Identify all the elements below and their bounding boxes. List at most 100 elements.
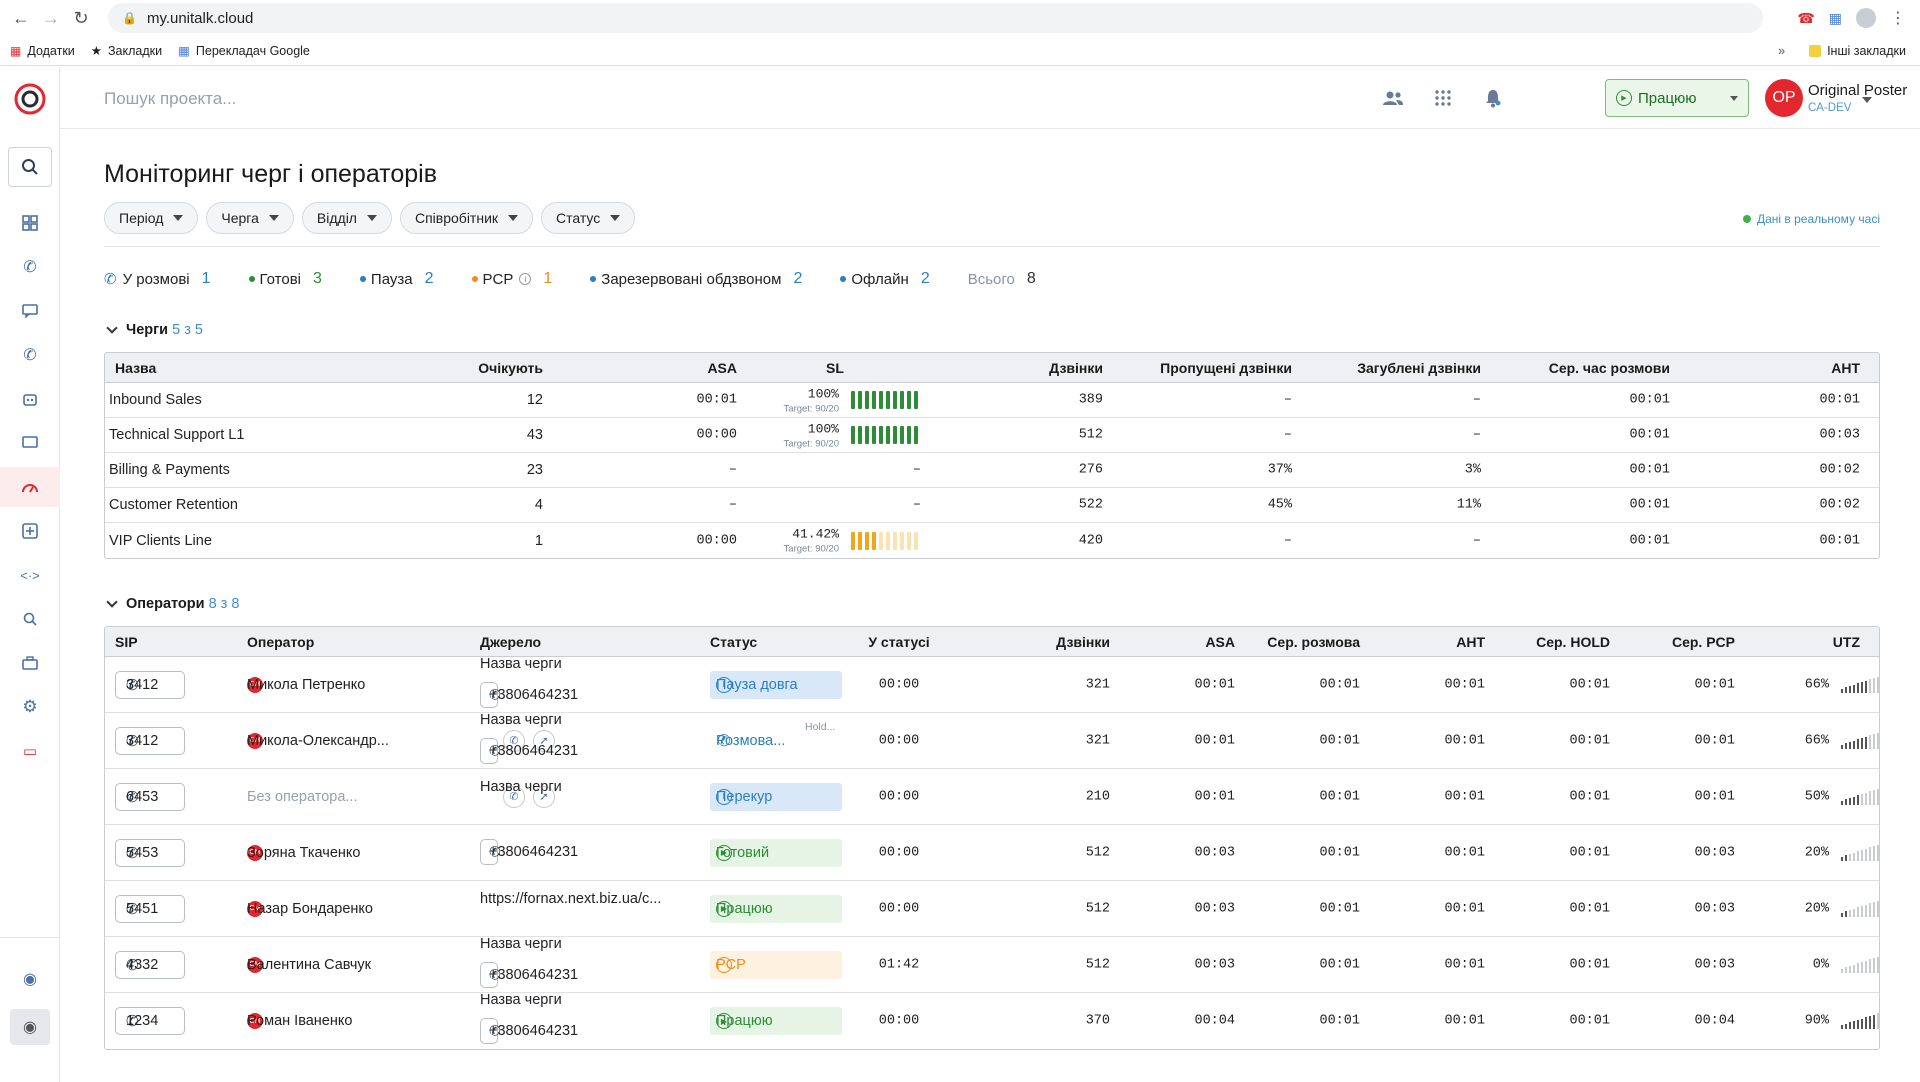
search-calls-icon[interactable] <box>0 603 60 635</box>
queues-section-toggle[interactable]: Черги 5 з 5 <box>106 322 203 338</box>
column-header[interactable]: ASA <box>1205 633 1235 650</box>
column-header[interactable]: Джерело <box>480 633 542 650</box>
column-header[interactable]: Загублені дзвінки <box>1357 359 1481 376</box>
monitoring-icon[interactable] <box>0 467 60 507</box>
robot-icon[interactable] <box>0 383 60 415</box>
integration-icon[interactable]: <·> <box>20 567 40 583</box>
table-row[interactable]: ✆ 5451 CM Назар Бондаренко https://fornax.ne… <box>105 881 1879 937</box>
forward-call-icon[interactable]: ➚ <box>533 785 555 808</box>
filter-employee[interactable]: Співробітник <box>399 202 534 234</box>
table-row[interactable]: ✆ 4332 CM Валентина Савчук Назва черги ✆ +3806… <box>105 936 1879 993</box>
column-header[interactable]: ASA <box>707 359 737 376</box>
briefcase-icon[interactable] <box>0 647 60 679</box>
filter-status[interactable]: Статус <box>541 202 636 234</box>
column-header[interactable]: Дзвінки <box>1049 359 1103 376</box>
status-summary-item[interactable]: ✆ У розмові 1 <box>104 270 211 288</box>
sidebar-search-icon[interactable] <box>8 147 52 187</box>
column-header[interactable]: У статусі <box>868 633 930 650</box>
sip-button[interactable]: ✆ 3412 <box>115 670 185 699</box>
table-row[interactable]: Inbound Sales 12 00:01 389 – – 00:01 00:01 100% T… <box>105 383 1879 418</box>
profile-icon[interactable] <box>1856 8 1876 28</box>
callback-icon[interactable]: ✆ <box>23 347 37 364</box>
agent-status-select[interactable]: ▶ Працюю <box>1605 79 1749 117</box>
table-row[interactable]: ✆ 3412 CM Микола Петренко Назва черги ✆ +38064… <box>105 656 1879 713</box>
phone-chip[interactable]: ✆ +3806464231 <box>480 962 578 988</box>
column-header[interactable]: Пропущені дзвінки <box>1160 359 1292 376</box>
column-header[interactable]: Сер. HOLD <box>1536 633 1610 650</box>
bookmark-translate[interactable]: ▦ Перекладач Google <box>178 43 310 59</box>
sip-button[interactable]: ✆ 1234 <box>115 1007 185 1035</box>
filter-period[interactable]: Період <box>104 202 199 234</box>
status-summary-item[interactable]: Готові 3 <box>248 270 322 288</box>
apps-grid-icon[interactable] <box>1430 85 1456 111</box>
devices-icon[interactable]: ▭ <box>22 743 38 760</box>
sip-button[interactable]: ✆ 6453 <box>115 782 185 811</box>
help-icon[interactable]: ◉ <box>23 971 37 988</box>
sip-button[interactable]: ✆ 3412 <box>115 726 185 755</box>
phone-chip[interactable]: ✆ +3806464231 <box>480 839 578 865</box>
menu-icon[interactable]: ⋮ <box>1890 10 1906 27</box>
add-contact-icon[interactable] <box>0 515 60 547</box>
back-icon[interactable]: ← <box>12 7 30 28</box>
table-row[interactable]: ✆ 1234 CM Роман Іваненко Назва черги ✆ +380646… <box>105 992 1879 1049</box>
column-header[interactable]: AHT <box>1456 633 1485 650</box>
status-summary-item[interactable]: Пауза 2 <box>359 270 434 288</box>
phone-chip[interactable]: ✆ +3806464231 <box>480 1018 578 1044</box>
column-header[interactable]: Сер. розмова <box>1267 633 1360 650</box>
operators-section-toggle[interactable]: Оператори 8 з 8 <box>106 596 239 612</box>
phone-chip[interactable]: ✆ +3806464231 <box>480 682 578 708</box>
more-bookmarks-icon[interactable]: » <box>1778 44 1786 58</box>
column-header[interactable]: AHT <box>1831 359 1860 376</box>
project-search-input[interactable]: Пошук проекта... <box>104 89 237 108</box>
address-bar[interactable]: 🔒 my.unitalk.cloud <box>108 3 1763 33</box>
sip-button[interactable]: ✆ 5451 <box>115 894 185 923</box>
bell-icon[interactable] <box>1480 85 1506 111</box>
column-header[interactable]: Дзвінки <box>1056 633 1110 650</box>
column-header[interactable]: Сер. час розмови <box>1548 359 1670 376</box>
forward-call-icon[interactable]: ➚ <box>533 729 555 752</box>
settings-icon[interactable]: ⚙ <box>22 697 38 716</box>
column-header[interactable]: SL <box>826 359 844 376</box>
bookmark-apps[interactable]: ▦ Додатки <box>10 43 75 58</box>
transfer-call-icon[interactable]: ✆ <box>503 785 525 808</box>
column-header[interactable]: Очікують <box>478 359 543 376</box>
forward-icon[interactable]: → <box>42 7 60 28</box>
sip-button[interactable]: ✆ 4332 <box>115 950 185 979</box>
bookmark-bookmarks[interactable]: ★ Закладки <box>90 43 163 59</box>
transfer-call-icon[interactable]: ✆ <box>503 729 525 752</box>
column-header[interactable]: Назва <box>115 359 157 376</box>
sip-button[interactable]: ✆ 5453 <box>115 838 185 867</box>
messages-icon[interactable] <box>0 295 60 327</box>
table-row[interactable]: ✆ 6453 Без оператора... ✆ ➚ Назва черги ‖ Перек… <box>105 769 1879 825</box>
table-row[interactable]: Customer Retention 4 – 522 45% 11% 00:01 00:02 – <box>105 488 1879 523</box>
column-header[interactable]: Оператор <box>247 633 315 650</box>
status-summary-item[interactable]: PCP i 1 <box>471 270 552 288</box>
other-bookmarks[interactable]: Інші закладки <box>1809 44 1906 58</box>
column-header[interactable]: SIP <box>115 633 138 650</box>
user-menu-chevron-icon[interactable] <box>1862 97 1872 103</box>
avatar[interactable]: OP <box>1765 79 1803 117</box>
filter-department[interactable]: Відділ <box>301 202 392 234</box>
column-header[interactable]: Статус <box>710 633 758 650</box>
app-logo-icon[interactable] <box>0 81 60 117</box>
table-row[interactable]: VIP Clients Line 1 00:00 420 – – 00:01 00:01 41.… <box>105 523 1879 558</box>
reload-icon[interactable]: ↻ <box>73 7 89 28</box>
collapse-sidebar-icon[interactable]: ◉ <box>10 1009 50 1045</box>
table-row[interactable]: Billing & Payments 23 – 276 37% 3% 00:01 00:02 – <box>105 453 1879 488</box>
chat-icon[interactable] <box>0 427 60 459</box>
extension-icon[interactable]: ☎ <box>1797 9 1815 26</box>
table-row[interactable]: ✆ 3412 CM Микола-Олександр... ✆ ➚ Назва черги ✆… <box>105 712 1879 769</box>
user-name[interactable]: Original Poster <box>1808 82 1908 99</box>
status-summary-item[interactable]: Всього 8 <box>968 270 1036 288</box>
users-icon[interactable] <box>1380 85 1406 111</box>
column-header[interactable]: UTZ <box>1832 633 1860 650</box>
source-queue[interactable]: https://fornax.next.biz.ua/c... <box>480 891 662 907</box>
status-summary-item[interactable]: Офлайн 2 <box>840 270 930 288</box>
status-summary-item[interactable]: Зарезервовані обдзвоном 2 <box>590 270 802 288</box>
translate-icon[interactable]: ▦ <box>1828 9 1842 26</box>
calls-icon[interactable]: ✆ <box>23 259 37 276</box>
phone-chip[interactable]: ✆ +3806464231 <box>480 738 578 764</box>
table-row[interactable]: ✆ 5453 CM Зоряна Ткаченко ✆ +3806464231 ▶ Готов… <box>105 825 1879 881</box>
table-row[interactable]: Technical Support L1 43 00:00 512 – – 00:01 00:… <box>105 418 1879 453</box>
filter-queue[interactable]: Черга <box>206 202 294 234</box>
